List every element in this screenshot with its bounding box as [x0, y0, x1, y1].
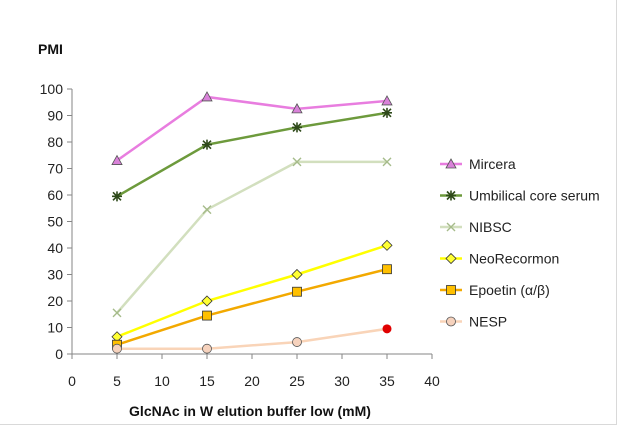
data-point	[202, 139, 212, 150]
x-axis-title: GlcNAc in W elution buffer low (mM)	[129, 403, 371, 419]
y-tick-label: 60	[47, 187, 63, 203]
series-line	[116, 111, 388, 198]
y-tick-label: 70	[47, 161, 63, 177]
data-point	[292, 122, 302, 133]
y-tick-label: 90	[47, 108, 63, 124]
data-point	[381, 95, 393, 106]
x-tick-label: 35	[379, 373, 395, 389]
y-tick-label: 0	[55, 346, 63, 362]
legend-label: NESP	[469, 314, 507, 330]
data-point	[291, 103, 303, 114]
data-point	[292, 157, 302, 167]
series-4	[112, 264, 392, 350]
legend-label: Umbilical core serum	[469, 188, 600, 204]
legend-label: Epoetin (α/β)	[469, 282, 550, 298]
data-point	[382, 264, 392, 275]
series-line	[117, 327, 388, 350]
legend: Mircera Umbilical core serum NIBSC NeoRecor…	[440, 156, 600, 330]
highlighted-data-point	[382, 324, 392, 334]
series-0	[111, 91, 393, 165]
data-point	[201, 91, 213, 102]
series-line	[116, 95, 388, 162]
series-2	[112, 157, 392, 318]
data-point	[201, 295, 213, 307]
data-point	[112, 191, 122, 202]
x-tick-label: 25	[289, 373, 305, 389]
legend-marker	[446, 222, 456, 232]
data-point	[292, 337, 302, 347]
legend-item: Epoetin (α/β)	[440, 282, 550, 298]
y-tick-label: 10	[47, 320, 63, 336]
legend-label: NeoRecormon	[469, 251, 559, 267]
y-tick-label: 100	[40, 81, 64, 97]
legend-item: Mircera	[440, 156, 516, 172]
data-point	[202, 343, 212, 354]
series-layer	[111, 91, 393, 354]
x-tick-label: 10	[154, 373, 170, 389]
data-point	[381, 239, 393, 251]
x-tick-label: 5	[113, 373, 121, 389]
x-tick-label: 15	[199, 373, 215, 389]
legend-item: NESP	[440, 314, 507, 330]
x-tick-label: 20	[244, 373, 260, 389]
legend-label: Mircera	[469, 156, 516, 172]
data-point	[382, 107, 392, 118]
data-point	[291, 268, 303, 281]
data-point	[112, 308, 122, 318]
data-point	[111, 154, 123, 165]
y-tick-label: 50	[47, 214, 63, 230]
y-tick-label: 40	[47, 240, 63, 256]
series-line	[116, 160, 387, 314]
series-5	[112, 324, 392, 354]
legend-marker	[446, 285, 456, 295]
y-tick-label: 30	[47, 267, 63, 283]
series-1	[112, 107, 392, 202]
y-tick-label: 20	[47, 293, 63, 309]
legend-label: NIBSC	[469, 219, 512, 235]
legend-marker	[445, 158, 457, 169]
legend-item: NeoRecormon	[440, 251, 559, 267]
x-tick-label: 0	[68, 373, 76, 389]
legend-item: Umbilical core serum	[440, 188, 600, 204]
data-point	[202, 205, 212, 215]
legend-marker	[446, 316, 456, 327]
series-3	[111, 239, 393, 343]
y-axis-title: PMI	[38, 41, 63, 57]
x-tick-label: 40	[424, 373, 440, 389]
data-point	[112, 343, 122, 354]
legend-marker	[445, 252, 457, 265]
x-tick-label: 30	[334, 373, 350, 389]
legend-item: NIBSC	[440, 219, 512, 235]
data-point	[382, 157, 392, 167]
data-point	[292, 286, 302, 297]
y-tick-label: 80	[47, 134, 63, 150]
data-point	[202, 310, 212, 321]
legend-marker	[446, 190, 456, 201]
series-line	[116, 244, 388, 338]
series-line	[116, 267, 388, 346]
axis-ticks: 0 10 20 30 40 50 60 70 80 90 100 0 5 10 15 20 25 30 35 40	[40, 81, 440, 389]
